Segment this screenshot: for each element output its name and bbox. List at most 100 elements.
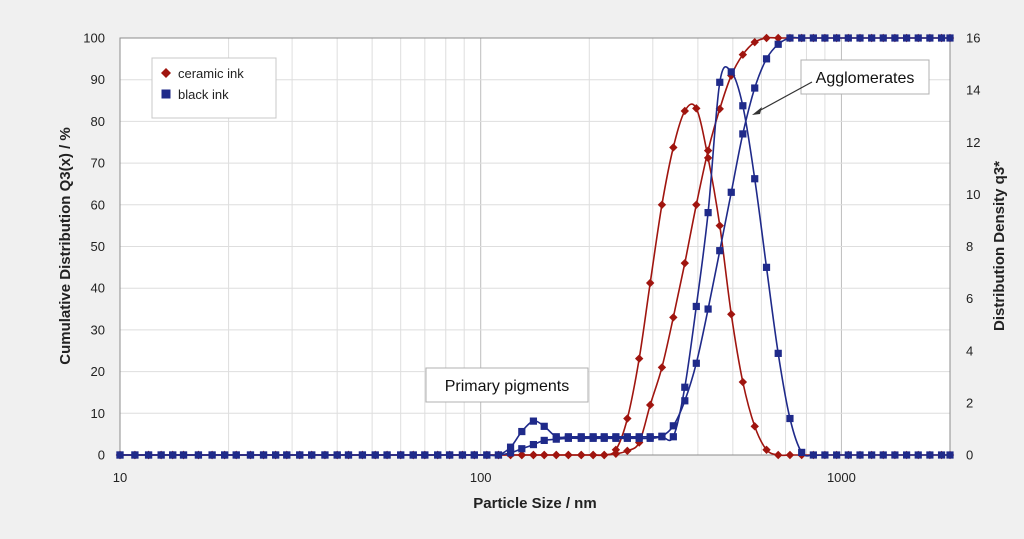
data-point-black-ink-density [434,451,442,459]
data-point-ceramic-ink-density [762,445,771,454]
data-point-black-ink-density [946,451,954,459]
data-point-black-ink-cumulative [529,440,538,449]
x-tick-label: 10 [113,470,127,485]
data-point-black-ink-cumulative [809,34,817,42]
data-point-black-ink-density [646,433,654,441]
callout-primary-pigments-text: Primary pigments [445,378,569,395]
data-point-ceramic-ink-density [529,450,538,460]
data-point-black-ink-density [589,433,597,441]
right-y-tick-label: 6 [966,291,973,306]
data-point-black-ink-cumulative [704,305,712,313]
data-point-black-ink-density [409,451,417,459]
callout-primary-pigments: Primary pigments [425,367,589,403]
data-point-black-ink-density [612,433,620,441]
data-point-black-ink-density [844,451,852,459]
data-point-ceramic-ink-density [577,450,586,460]
data-point-black-ink-density [308,451,316,459]
data-point-black-ink-density [470,451,478,459]
data-point-ceramic-ink-cumulative [750,37,759,47]
series-group [115,33,955,460]
data-point-black-ink-density [856,451,864,459]
right-y-tick-label: 2 [966,395,973,410]
data-point-black-ink-density [891,451,899,459]
data-point-black-ink-density [704,209,712,217]
data-point-black-ink-cumulative [868,34,876,42]
data-point-black-ink-density [914,451,922,459]
data-point-ceramic-ink-density [669,143,678,152]
data-point-black-ink-density [458,451,467,459]
data-point-black-ink-density [232,451,240,459]
data-point-ceramic-ink-cumulative [692,200,701,209]
data-point-ceramic-ink-density [645,278,655,288]
data-point-black-ink-density [540,422,548,430]
right-y-tick-label: 16 [966,31,980,46]
data-point-black-ink-cumulative [946,34,954,42]
data-point-ceramic-ink-cumulative [738,50,748,59]
data-point-black-ink-density [774,349,782,357]
data-point-ceramic-ink-density [552,450,561,460]
legend-label-ceramic-ink: ceramic ink [178,66,244,81]
left-y-tick-label: 60 [91,197,105,212]
data-point-black-ink-cumulative [774,40,782,48]
data-point-black-ink-density [483,451,491,459]
data-point-ceramic-ink-cumulative [645,400,655,410]
left-y-tick-label: 90 [91,72,105,87]
data-point-black-ink-density [600,433,608,441]
data-point-ceramic-ink-density [738,377,748,387]
data-point-ceramic-ink-cumulative [762,33,771,43]
callout-box [425,367,589,403]
data-point-ceramic-ink-cumulative [669,313,678,322]
data-point-black-ink-density [271,451,280,459]
left-y-tick-label: 80 [91,114,105,129]
data-point-black-ink-cumulative [751,84,759,92]
data-point-black-ink-cumulative [506,449,515,457]
data-point-black-ink-density [751,175,759,183]
right-y-tick-labels: 0 2 4 6 8 10 12 14 16 [966,31,980,463]
data-point-black-ink-cumulative [518,445,526,453]
data-point-black-ink-cumulative [821,34,829,42]
data-point-black-ink-density [552,433,560,441]
data-point-black-ink-density [157,451,165,459]
data-point-black-ink-density [902,451,911,459]
grid [120,38,950,455]
data-point-black-ink-cumulative [879,34,887,42]
callout-agglomerates: Agglomerates [752,59,930,115]
data-point-black-ink-density [371,451,379,459]
data-point-black-ink-density [798,448,806,456]
data-point-black-ink-cumulative [540,436,548,445]
data-point-ceramic-ink-density [588,450,598,460]
callout-arrow-line [756,81,813,113]
data-point-black-ink-cumulative [786,34,794,42]
data-point-black-ink-density [809,451,817,459]
right-y-tick-label: 4 [966,343,973,358]
x-axis-title: Particle Size / nm [473,495,596,512]
data-point-black-ink-cumulative [844,34,852,42]
right-y-tick-label: 10 [966,187,980,202]
data-point-black-ink-density [658,433,666,441]
data-point-ceramic-ink-density [634,354,644,363]
callout-agglomerates-text: Agglomerates [816,70,915,87]
data-point-ceramic-ink-density [657,200,667,209]
data-point-ceramic-ink-cumulative [703,146,713,155]
data-point-black-ink-density [421,451,429,459]
data-point-black-ink-cumulative [914,34,922,42]
data-point-black-ink-density [283,451,291,459]
data-point-black-ink-density [383,451,391,459]
data-point-black-ink-density [786,414,794,423]
left-y-axis-title: Cumulative Distribution Q3(x) / % [57,127,74,365]
x-tick-label: 100 [470,470,492,485]
data-point-ceramic-ink-density [517,450,527,460]
data-point-black-ink-density [879,451,887,459]
data-point-black-ink-density [506,443,515,451]
data-point-ceramic-ink-cumulative [680,258,690,268]
data-point-ceramic-ink-density [540,450,549,460]
data-point-ceramic-ink-density [703,153,713,163]
data-point-black-ink-density [333,451,341,459]
data-point-black-ink-density [208,451,216,459]
callout-arrowhead [752,107,762,115]
data-point-black-ink-cumulative [902,34,911,42]
data-point-black-ink-density [577,433,585,441]
data-point-black-ink-cumulative [739,130,747,138]
data-point-ceramic-ink-density [727,310,736,319]
data-point-black-ink-density [116,451,124,459]
